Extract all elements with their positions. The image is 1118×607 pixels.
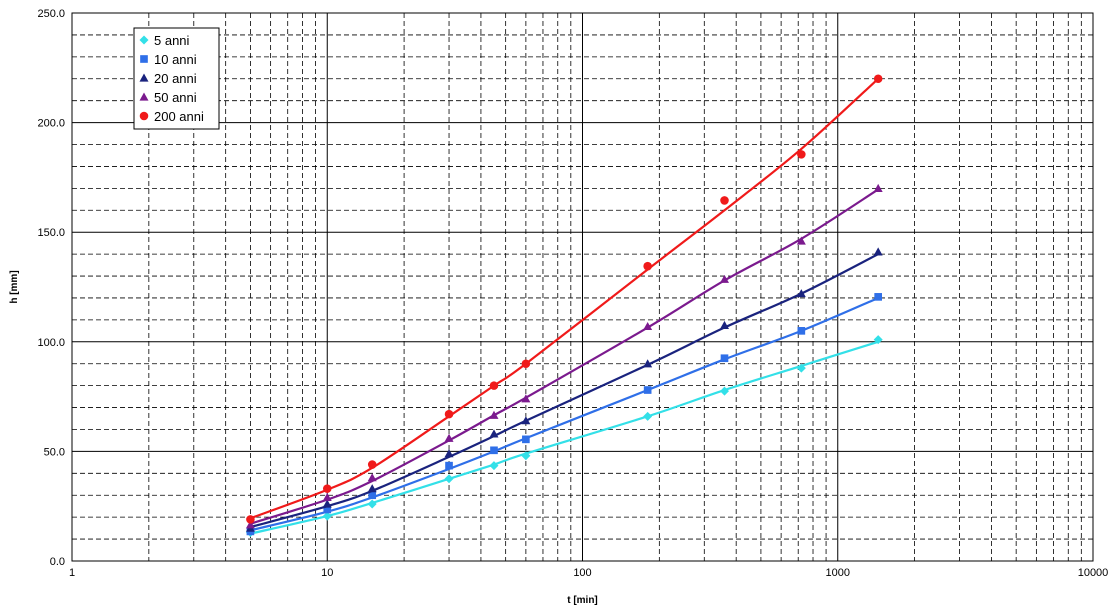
data-point-5-anni <box>719 386 729 396</box>
data-point-50-anni <box>719 274 729 283</box>
series-50-anni <box>245 183 883 529</box>
series-layer <box>245 74 883 538</box>
data-point-200-anni <box>322 484 332 493</box>
y-tick-label: 250.0 <box>37 8 65 20</box>
series-line-50-anni <box>250 188 879 525</box>
data-point-10-anni <box>368 491 377 500</box>
data-point-200-anni <box>873 74 883 84</box>
data-point-200-anni <box>246 515 255 524</box>
data-point-5-anni <box>643 411 653 421</box>
x-tick-label: 10000 <box>1078 567 1109 579</box>
data-point-50-anni <box>489 410 499 419</box>
data-point-50-anni <box>643 321 653 331</box>
x-tick-label: 1 <box>69 567 75 579</box>
data-point-50-anni <box>796 236 806 245</box>
data-point-20-anni <box>719 320 729 329</box>
series-200-anni <box>246 74 883 524</box>
data-point-20-anni <box>367 484 377 493</box>
series-line-20-anni <box>250 253 879 529</box>
major-grid <box>71 12 1094 562</box>
x-tick-label: 1000 <box>826 567 850 579</box>
y-tick-label: 100.0 <box>37 337 65 349</box>
data-point-200-anni <box>444 409 454 419</box>
data-point-50-anni <box>245 520 255 529</box>
data-point-10-anni <box>490 446 498 455</box>
data-point-50-anni <box>873 183 883 192</box>
data-point-50-anni <box>322 492 332 502</box>
legend-label-50-anni: 50 anni <box>154 90 197 105</box>
legend-marker-5-anni <box>139 35 149 45</box>
data-point-20-anni <box>796 289 806 298</box>
x-tick-label: 100 <box>573 567 591 579</box>
data-point-5-anni <box>873 335 883 345</box>
data-point-5-anni <box>521 451 531 461</box>
x-tick-label: 10 <box>321 567 333 579</box>
y-tick-label: 0.0 <box>50 556 65 568</box>
plot-area-frame <box>71 12 1094 562</box>
legend-label-20-anni: 20 anni <box>154 71 197 86</box>
data-point-200-anni <box>797 150 806 159</box>
y-axis-title: h [mm] <box>9 270 20 303</box>
data-point-200-anni <box>489 381 499 390</box>
y-axis-tick-labels: 0.0 50.0 100.0 150.0 200.0 250.0 <box>37 8 65 568</box>
series-10-anni <box>246 293 882 536</box>
legend-label-200-anni: 200 anni <box>154 109 204 124</box>
y-tick-label: 150.0 <box>37 227 65 239</box>
legend-marker-10-anni <box>140 55 148 63</box>
y-tick-label: 200.0 <box>37 118 65 130</box>
data-point-10-anni <box>797 327 806 335</box>
data-point-200-anni <box>643 261 652 271</box>
data-point-200-anni <box>367 460 377 469</box>
data-point-200-anni <box>521 359 531 368</box>
legend-marker-50-anni <box>139 92 149 101</box>
data-point-10-anni <box>720 354 729 363</box>
y-tick-label: 50.0 <box>44 446 65 458</box>
series-line-10-anni <box>250 296 879 532</box>
legend: 5 anni 10 anni 20 anni 50 anni 200 anni <box>133 27 220 130</box>
legend-box <box>133 27 220 130</box>
data-point-10-anni <box>522 435 530 444</box>
legend-label-5-anni: 5 anni <box>154 33 190 48</box>
minor-grid <box>72 13 1093 561</box>
data-point-20-anni <box>873 247 883 256</box>
data-point-10-anni <box>323 505 332 514</box>
legend-marker-20-anni <box>139 73 149 82</box>
data-point-5-anni <box>444 474 454 484</box>
x-axis-title: t [min] <box>567 595 598 606</box>
data-point-20-anni <box>444 449 454 458</box>
data-point-10-anni <box>874 293 882 301</box>
data-point-50-anni <box>521 394 531 403</box>
series-line-5-anni <box>250 340 879 535</box>
data-point-20-anni <box>521 416 531 425</box>
data-point-10-anni <box>445 461 453 470</box>
x-axis-tick-labels: 1 10 100 1000 10000 <box>69 567 1108 579</box>
data-point-20-anni <box>489 429 499 438</box>
data-point-5-anni <box>796 363 806 373</box>
data-point-10-anni <box>643 386 652 394</box>
legend-label-10-anni: 10 anni <box>154 52 197 67</box>
data-point-5-anni <box>489 461 499 471</box>
data-point-5-anni <box>322 511 332 521</box>
data-point-20-anni <box>322 499 332 508</box>
data-point-20-anni <box>643 359 653 368</box>
data-point-50-anni <box>444 433 454 442</box>
data-point-200-anni <box>720 196 729 205</box>
series-20-anni <box>245 247 883 532</box>
legend-marker-200-anni <box>139 111 149 121</box>
data-point-5-anni <box>367 499 377 509</box>
data-point-50-anni <box>367 473 377 482</box>
